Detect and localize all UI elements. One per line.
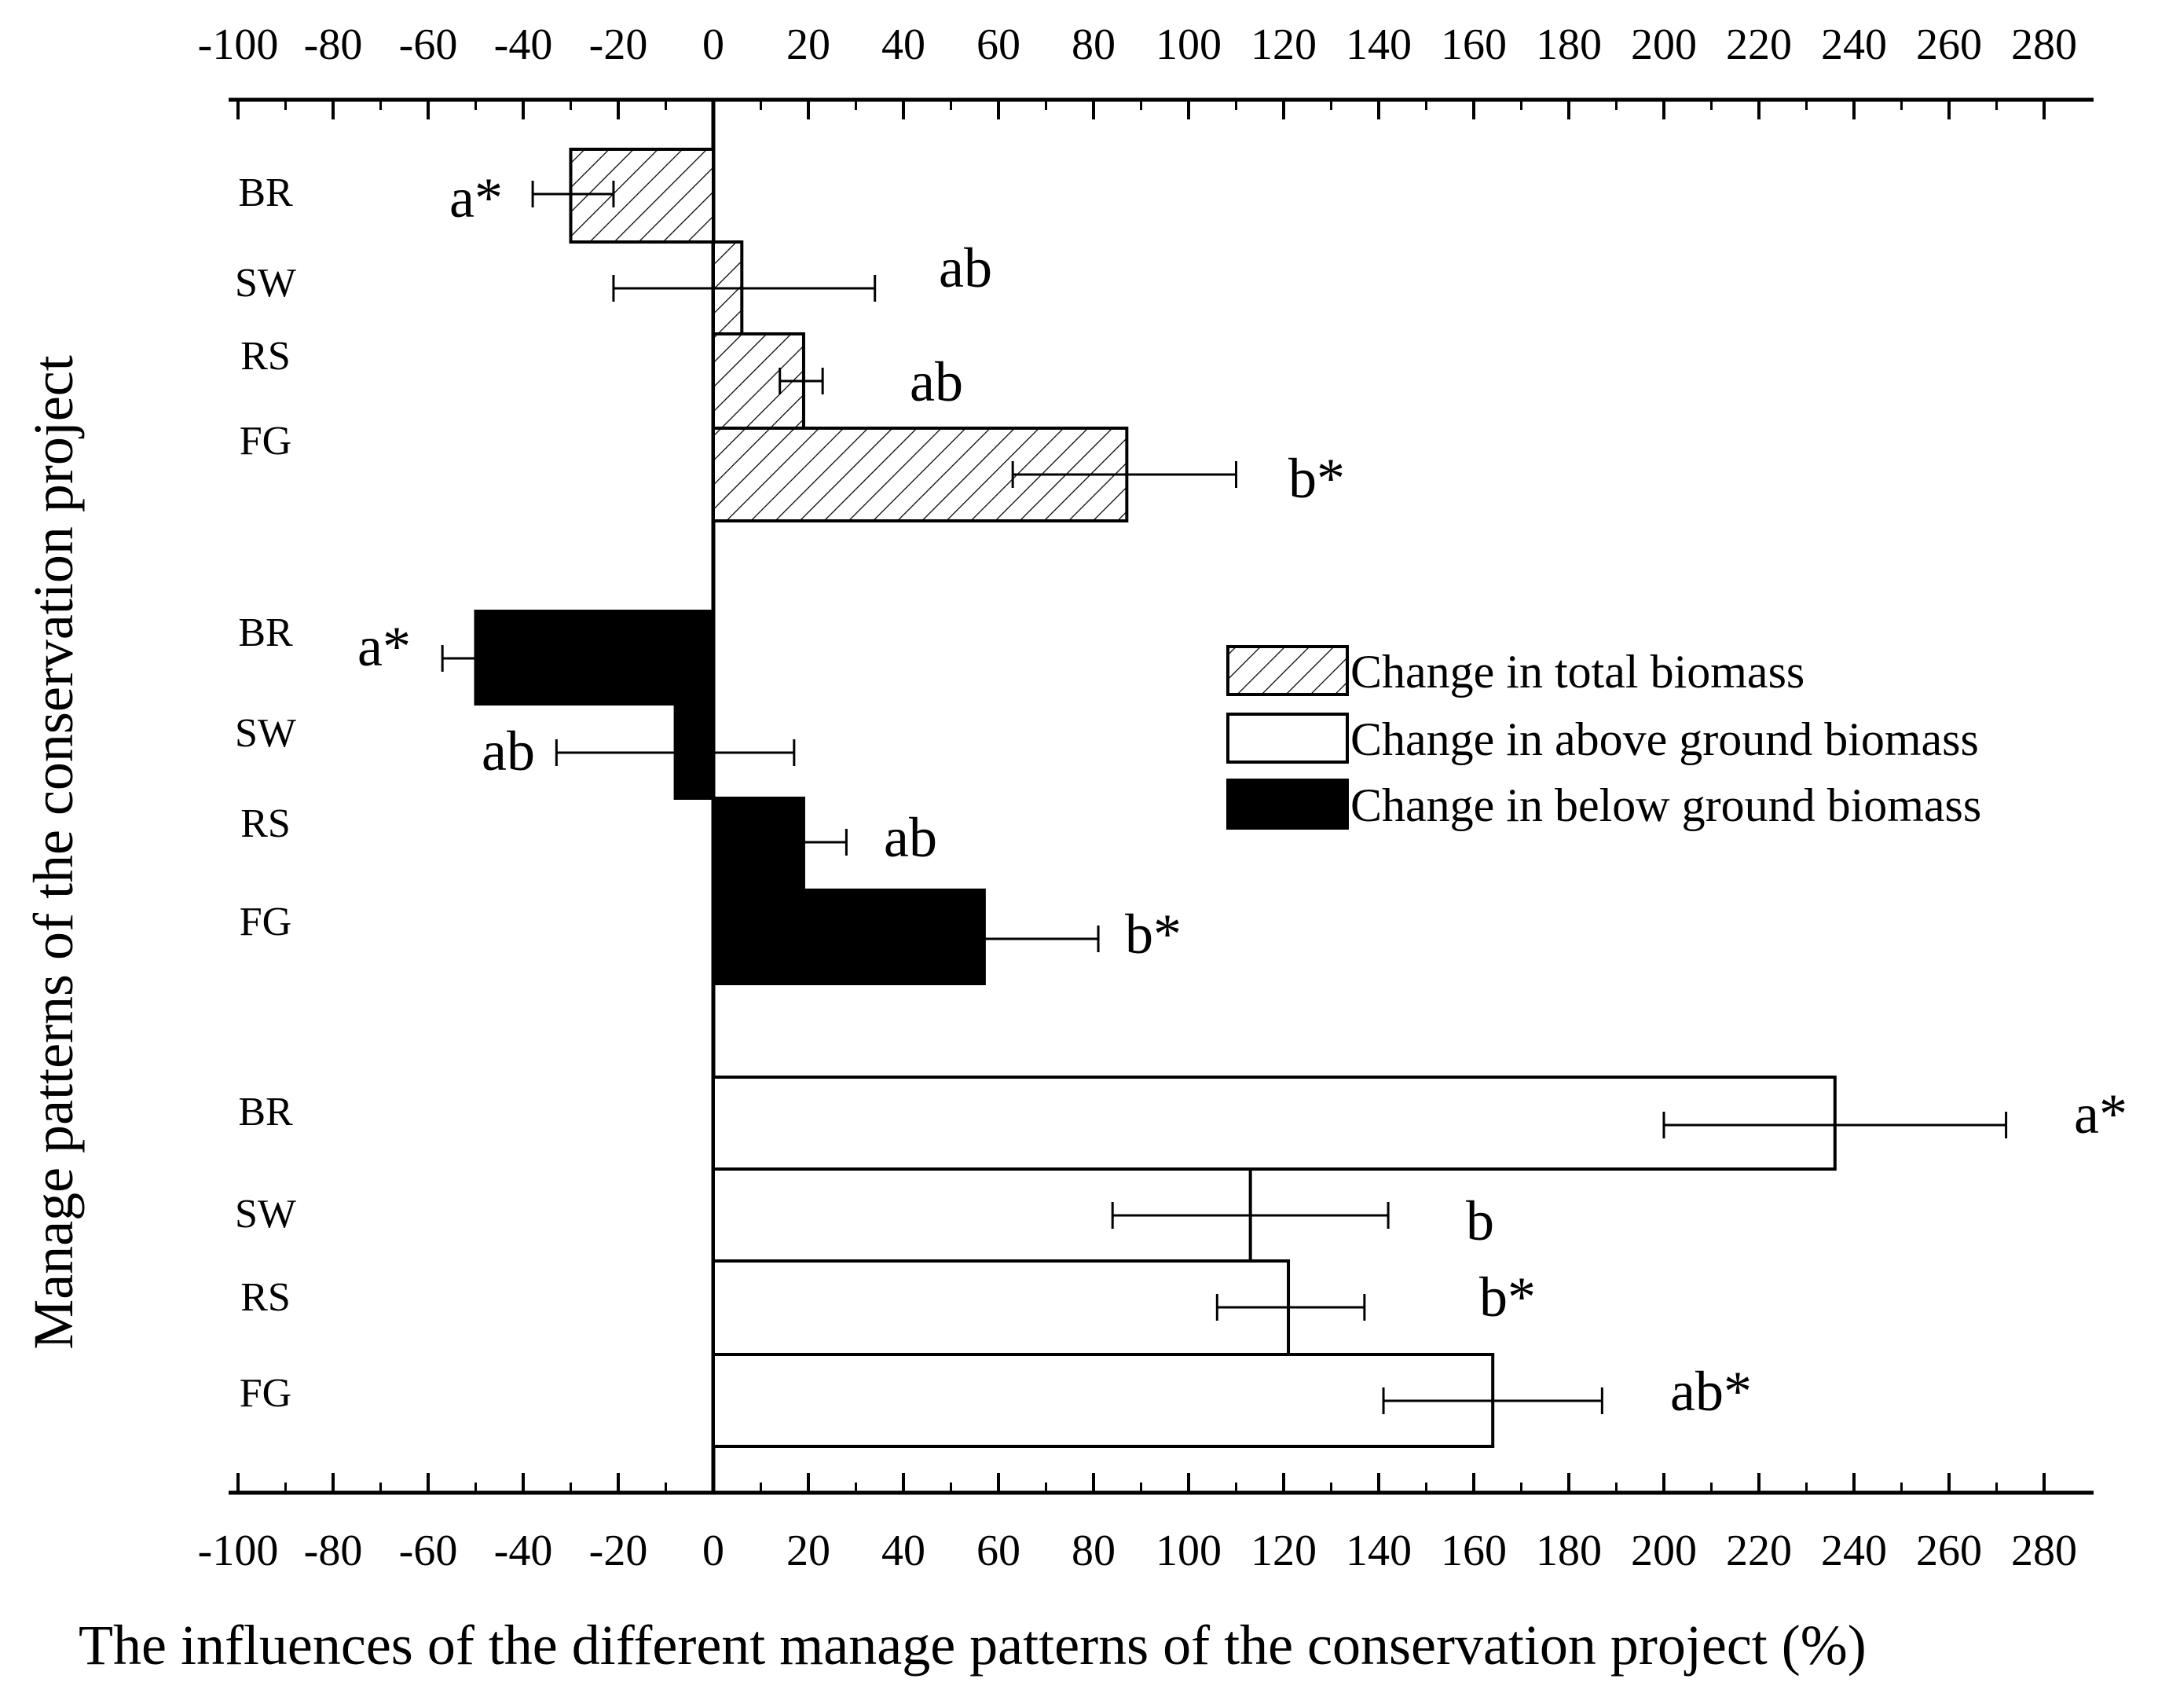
top-tick-label: 0 bbox=[702, 20, 724, 69]
top-tick-label: 100 bbox=[1156, 20, 1222, 69]
bottom-tick-label: 60 bbox=[976, 1527, 1020, 1575]
category-label-rs: RS bbox=[240, 1275, 291, 1320]
bottom-tick-label: 160 bbox=[1441, 1527, 1507, 1575]
legend-swatch-total bbox=[1226, 645, 1349, 696]
top-tick-label: 240 bbox=[1821, 20, 1887, 69]
category-label-sw: SW bbox=[235, 1192, 296, 1237]
bar-open-rs bbox=[712, 1259, 1291, 1356]
top-tick-label: 180 bbox=[1536, 20, 1602, 69]
top-tick-label: 20 bbox=[786, 20, 830, 69]
y-axis-title: Manage patterns of the conservation proj… bbox=[22, 355, 85, 1350]
bar-solid-sw bbox=[673, 702, 715, 800]
bottom-tick-label: -100 bbox=[198, 1527, 279, 1575]
significance-label: a* bbox=[357, 615, 411, 678]
bottom-tick-label: 220 bbox=[1726, 1527, 1792, 1575]
x-axis-title: The influences of the different manage p… bbox=[79, 1614, 1867, 1677]
top-tick-label: 80 bbox=[1072, 20, 1116, 69]
top-tick-label: 280 bbox=[2011, 20, 2077, 69]
category-label-br: BR bbox=[238, 1090, 293, 1134]
bottom-tick-label: 200 bbox=[1631, 1527, 1697, 1575]
top-tick-label: 40 bbox=[881, 20, 925, 69]
top-tick-label: 260 bbox=[1916, 20, 1982, 69]
top-tick-label: -60 bbox=[399, 20, 458, 69]
bottom-tick-label: -20 bbox=[589, 1527, 648, 1575]
bar-open-br bbox=[712, 1076, 1837, 1171]
category-label-fg: FG bbox=[240, 419, 291, 464]
bottom-tick-label: -40 bbox=[494, 1527, 553, 1575]
top-tick-label: 160 bbox=[1441, 20, 1507, 69]
bottom-tick-label: 180 bbox=[1536, 1527, 1602, 1575]
significance-label: b bbox=[1466, 1189, 1494, 1252]
category-label-rs: RS bbox=[240, 334, 291, 379]
legend-label-below: Change in below ground biomass bbox=[1350, 779, 1981, 831]
legend-label-above: Change in above ground biomass bbox=[1350, 713, 1979, 765]
significance-label: b* bbox=[1479, 1266, 1536, 1329]
top-tick-label: 220 bbox=[1726, 20, 1792, 69]
bar-solid-rs bbox=[712, 797, 805, 892]
category-label-br: BR bbox=[238, 610, 293, 655]
bottom-tick-label: 280 bbox=[2011, 1527, 2077, 1575]
bottom-tick-label: 260 bbox=[1916, 1527, 1982, 1575]
top-tick-label: 60 bbox=[976, 20, 1020, 69]
category-label-rs: RS bbox=[240, 801, 291, 846]
category-label-br: BR bbox=[238, 170, 293, 215]
bottom-tick-label: 80 bbox=[1072, 1527, 1116, 1575]
category-label-sw: SW bbox=[235, 261, 296, 306]
bottom-tick-label: 120 bbox=[1251, 1527, 1317, 1575]
top-tick-label: -40 bbox=[494, 20, 553, 69]
category-label-fg: FG bbox=[240, 1371, 291, 1416]
bottom-tick-label: -80 bbox=[304, 1527, 363, 1575]
top-tick-label: 200 bbox=[1631, 20, 1697, 69]
top-tick-label: 120 bbox=[1251, 20, 1317, 69]
bottom-tick-label: 0 bbox=[702, 1527, 724, 1575]
label-group: BR a* SW ab RS ab FG b* BR a* SW ab RS ab FG b* BR a* SW b R… bbox=[235, 167, 2127, 1423]
significance-label: ab* bbox=[1670, 1360, 1752, 1423]
top-tick-label: -100 bbox=[198, 20, 279, 69]
bottom-tick-label: 100 bbox=[1156, 1527, 1222, 1575]
bottom-tick-label: 40 bbox=[881, 1527, 925, 1575]
significance-label: ab bbox=[482, 720, 535, 783]
category-label-sw: SW bbox=[235, 711, 296, 756]
significance-label: a* bbox=[2074, 1083, 2127, 1145]
bottom-tick-label: -60 bbox=[399, 1527, 458, 1575]
top-tick-label: -80 bbox=[304, 20, 363, 69]
legend-swatch-above bbox=[1226, 713, 1349, 764]
significance-label: ab bbox=[910, 350, 963, 413]
axis-ticks: -100 -100 -80 -80 -60 -60 -40 -40 -20 -20 0 0 20 20 40… bbox=[198, 20, 2077, 1575]
legend: Change in total biomass Change in above … bbox=[1226, 645, 1981, 831]
significance-label: ab bbox=[939, 236, 992, 299]
bottom-tick-label: 140 bbox=[1346, 1527, 1412, 1575]
bottom-tick-label: 20 bbox=[786, 1527, 830, 1575]
top-tick-label: 140 bbox=[1346, 20, 1412, 69]
bar-hatched-br bbox=[569, 148, 715, 244]
significance-label: a* bbox=[449, 167, 503, 229]
top-tick-label: -20 bbox=[589, 20, 648, 69]
error-bar-group bbox=[441, 181, 2008, 1414]
significance-label: ab bbox=[884, 806, 937, 869]
bar-solid-br bbox=[474, 610, 715, 706]
bar-open-fg bbox=[712, 1353, 1495, 1448]
bar-solid-fg bbox=[712, 889, 986, 985]
legend-swatch-below bbox=[1226, 779, 1349, 830]
category-label-fg: FG bbox=[240, 900, 291, 944]
legend-label-total: Change in total biomass bbox=[1350, 646, 1804, 698]
bottom-tick-label: 240 bbox=[1821, 1527, 1887, 1575]
significance-label: b* bbox=[1125, 903, 1182, 966]
significance-label: b* bbox=[1288, 447, 1345, 510]
